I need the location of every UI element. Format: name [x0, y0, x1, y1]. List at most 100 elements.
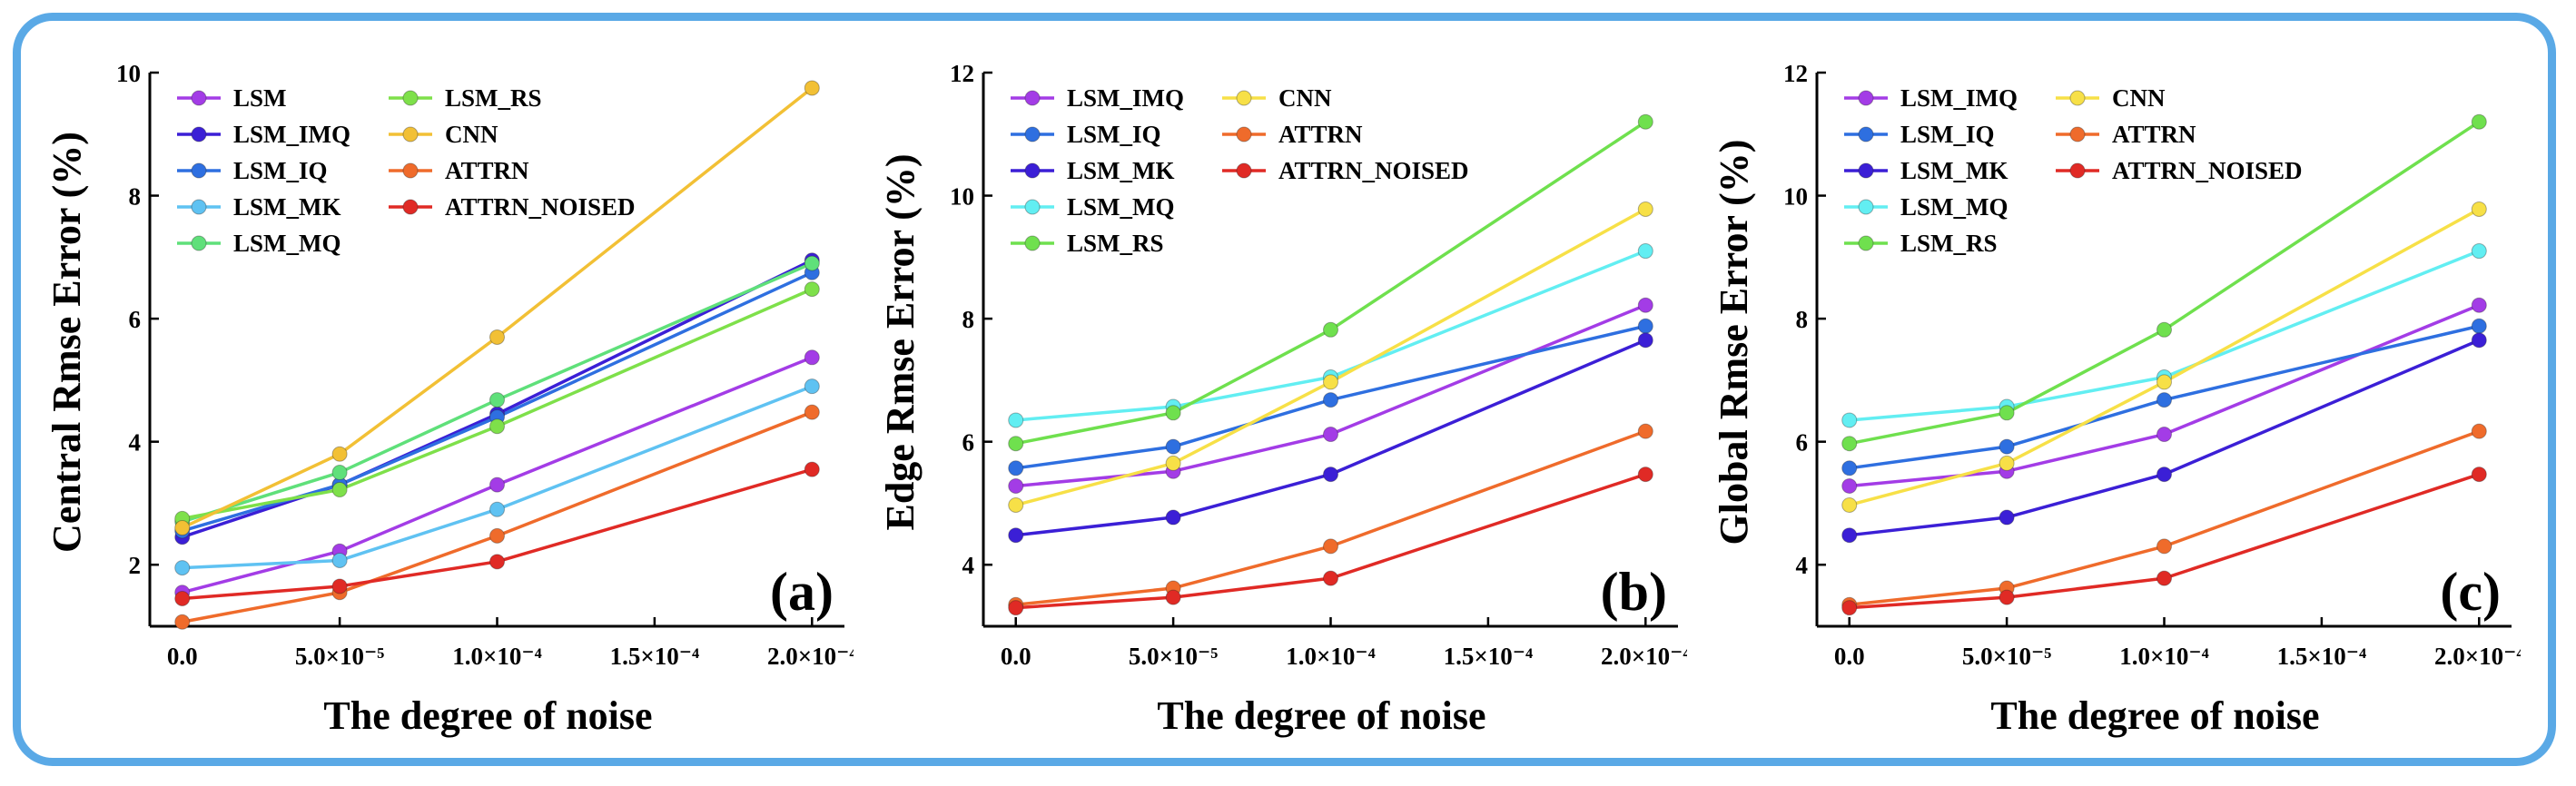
series-line-lsm-rs — [1015, 120, 1647, 446]
data-point-lsm-mk — [1841, 527, 1858, 544]
x-tick-label: 1.0×10⁻⁴ — [1286, 643, 1375, 670]
series-line-lsm-mk — [1849, 339, 2480, 537]
legend-marker — [191, 162, 207, 179]
series-line-cnn — [1849, 207, 2481, 507]
y-tick-label: 8 — [962, 306, 975, 333]
legend-entry: ATTRN_NOISED — [1278, 157, 1469, 184]
data-point-attrn-noised — [2471, 467, 2487, 483]
y-axis-label: Central Rmse Error (%) — [44, 132, 89, 553]
x-tick-label: 2.0×10⁻⁴ — [2434, 643, 2521, 670]
legend-entry: ATTRN_NOISED — [2112, 157, 2303, 184]
x-tick-label: 5.0×10⁻⁵ — [1129, 643, 1218, 670]
data-point-attrn — [2157, 538, 2172, 555]
legend-marker — [402, 162, 419, 179]
data-point-lsm-rs — [1999, 405, 2015, 421]
series-line-lsm-mk — [1015, 339, 1646, 537]
legend-entry: CNN — [2112, 84, 2166, 112]
data-point-cnn — [1637, 201, 1653, 217]
data-point-lsm-mk — [1008, 527, 1024, 544]
legend-entry: LSM_MK — [1900, 157, 2008, 184]
data-point-lsm-mk — [174, 560, 191, 576]
legend-marker — [1858, 126, 1874, 142]
data-point-attrn-noised — [1323, 570, 1338, 586]
legend-marker — [402, 90, 419, 106]
data-point-attrn-noised — [804, 461, 820, 477]
legend-entry: LSM_MQ — [1067, 193, 1175, 221]
panel-label: (b) — [1601, 562, 1667, 622]
figure-frame — [13, 13, 2556, 766]
legend-entry: LSM_IMQ — [1067, 84, 1184, 112]
data-point-attrn-noised — [1165, 589, 1181, 605]
data-point-attrn-noised — [331, 578, 348, 594]
legend-marker — [2069, 126, 2086, 142]
legend-marker — [191, 126, 207, 142]
legend-marker — [1236, 90, 1252, 106]
x-axis-label: The degree of noise — [1990, 693, 2319, 738]
data-point-lsm-rs — [1323, 321, 1338, 338]
data-point-lsm-mq — [804, 255, 820, 271]
x-tick-label: 0.0 — [1834, 643, 1865, 670]
data-point-lsm-mq — [489, 392, 505, 408]
data-point-cnn — [1165, 455, 1181, 471]
legend-entry: LSM_MK — [1067, 157, 1175, 184]
data-point-attrn-noised — [2157, 570, 2172, 586]
legend-entry: LSM_IQ — [1900, 121, 1995, 148]
legend-marker — [1858, 90, 1874, 106]
legend-marker — [1858, 199, 1874, 215]
x-tick-label: 1.5×10⁻⁴ — [2277, 643, 2366, 670]
data-point-lsm-mq — [331, 465, 348, 481]
data-point-lsm-iq — [1999, 438, 2015, 455]
y-tick-label: 6 — [962, 429, 975, 457]
legend-entry: ATTRN — [1278, 121, 1363, 148]
series-line-lsm-mq — [1015, 249, 1646, 422]
y-tick-label: 12 — [950, 60, 974, 87]
series-line-cnn — [1015, 207, 1647, 507]
data-point-attrn-noised — [489, 554, 505, 570]
data-point-lsm-rs — [1165, 405, 1181, 421]
data-point-lsm-mq — [2471, 243, 2487, 260]
x-tick-label: 2.0×10⁻⁴ — [1601, 643, 1687, 670]
legend-entry: CNN — [445, 121, 498, 148]
series-line-attrn-noised — [1849, 472, 2480, 610]
data-point-lsm-mk — [1637, 332, 1653, 349]
data-point-attrn — [1637, 423, 1653, 439]
series-line-lsm-mq — [182, 261, 813, 524]
data-point-lsm-rs — [1008, 436, 1024, 452]
legend-marker — [1236, 162, 1252, 179]
data-point-lsm-mk — [2157, 467, 2172, 483]
data-point-cnn — [2157, 374, 2172, 390]
legend-marker — [2069, 90, 2086, 106]
data-point-lsm-imq — [1637, 297, 1653, 313]
data-point-lsm-mk — [1165, 509, 1181, 526]
data-point-cnn — [1323, 374, 1338, 390]
series-line-cnn — [181, 86, 814, 530]
series-line-lsm-imq — [1849, 303, 2480, 488]
y-axis-label: Edge Rmse Error (%) — [878, 153, 923, 530]
legend-entry: LSM_RS — [1900, 230, 1998, 257]
legend-marker — [402, 199, 419, 215]
x-axis-label: The degree of noise — [323, 693, 652, 738]
legend-marker — [1024, 162, 1041, 179]
legend-entry: LSM_RS — [445, 84, 542, 112]
panel-label: (a) — [770, 562, 834, 622]
data-point-lsm-iq — [1165, 438, 1181, 455]
x-tick-label: 5.0×10⁻⁵ — [1962, 643, 2051, 670]
data-point-cnn — [2471, 201, 2487, 217]
data-point-lsm-mk — [1323, 467, 1338, 483]
series-line-lsm-imq — [1015, 303, 1646, 488]
data-point-lsm-iq — [2157, 392, 2172, 408]
legend-marker — [191, 90, 207, 106]
data-point-cnn — [331, 446, 348, 462]
x-tick-label: 1.5×10⁻⁴ — [1444, 643, 1533, 670]
series-line-attrn — [1015, 429, 1646, 607]
legend-entry: LSM_IMQ — [233, 121, 350, 148]
y-axis-label: Global Rmse Error (%) — [1712, 140, 1756, 545]
x-tick-label: 0.0 — [167, 643, 198, 670]
x-tick-label: 0.0 — [1001, 643, 1031, 670]
data-point-cnn — [1841, 496, 1858, 513]
data-point-lsm-rs — [2471, 113, 2487, 130]
y-tick-label: 10 — [1783, 183, 1808, 211]
data-point-lsm-mk — [804, 378, 820, 395]
y-tick-label: 8 — [1796, 306, 1809, 333]
data-point-attrn — [2471, 423, 2487, 439]
